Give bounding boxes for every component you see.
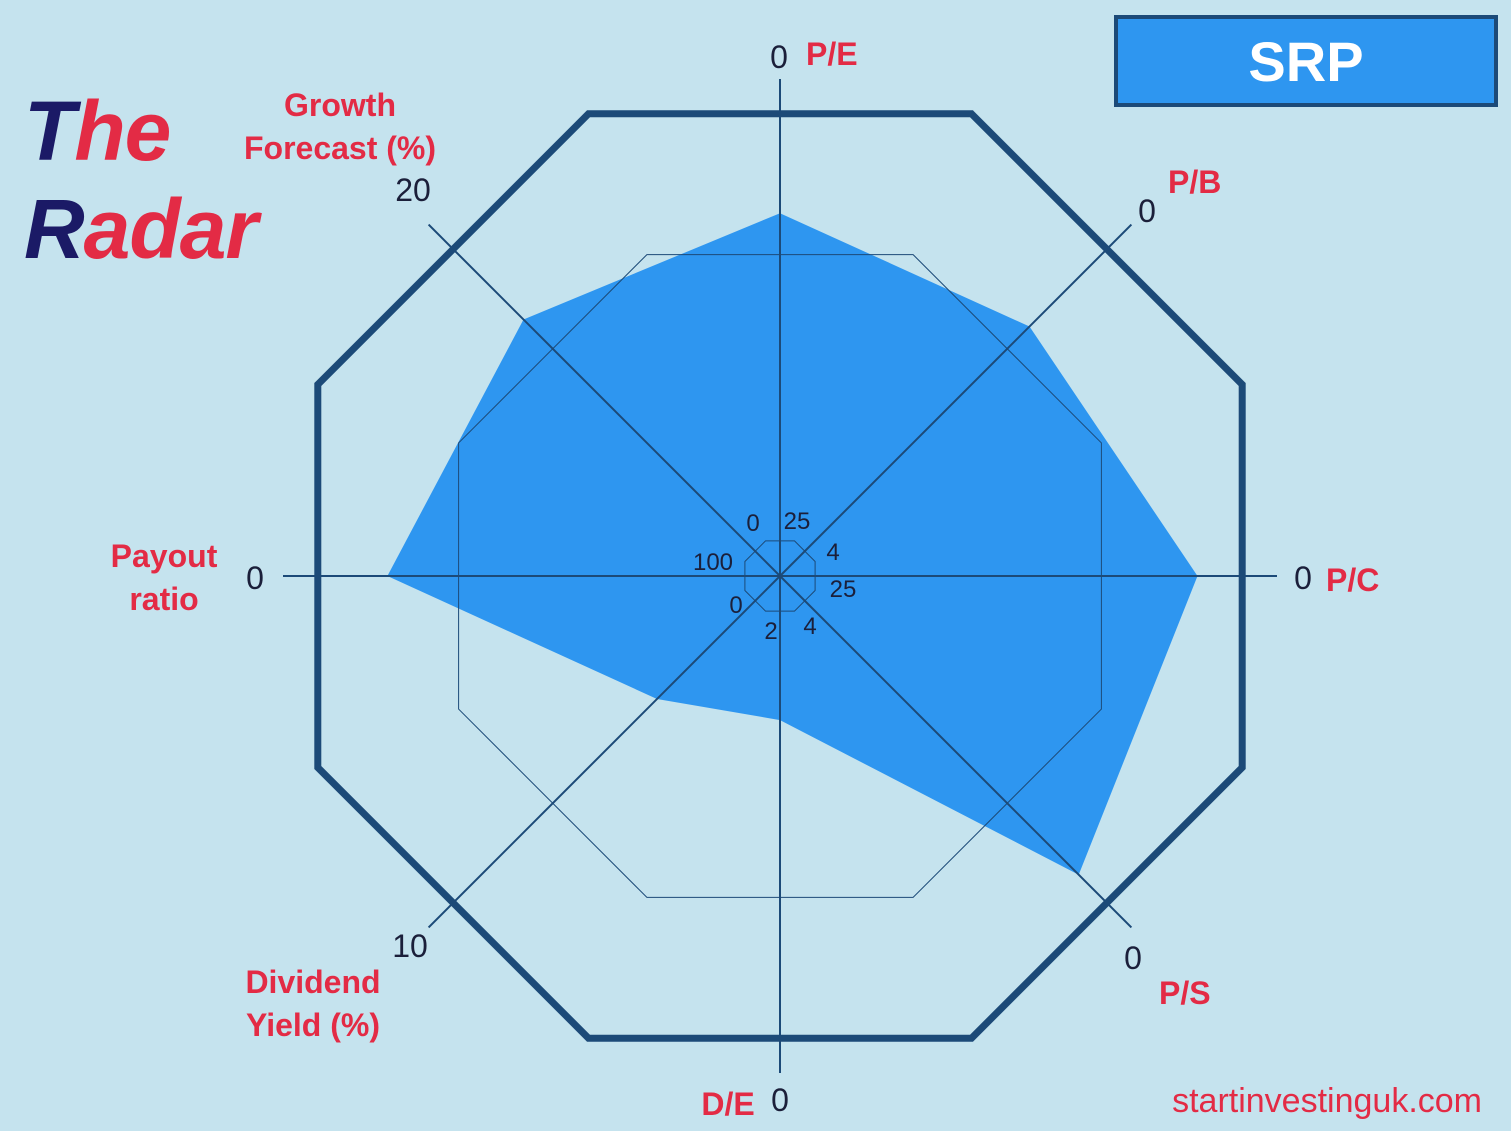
data-polygon (387, 213, 1198, 875)
tick-inner-pe: 25 (784, 508, 811, 535)
axis-spoke-4 (779, 575, 1133, 929)
axis-label-pc: P/C (1326, 562, 1379, 598)
tick-outer-dividend-yield: 10 (392, 928, 428, 964)
inner-ring (744, 540, 816, 612)
axis-label-de: D/E (701, 1086, 754, 1122)
axis-label-ps: P/S (1159, 975, 1211, 1011)
axis-label-pb: P/B (1168, 164, 1221, 200)
axis-spoke-6 (427, 575, 781, 929)
tick-inner-de: 2 (764, 618, 777, 645)
tick-outer-pb: 0 (1138, 193, 1156, 229)
tick-outer-payout-ratio: 0 (246, 560, 264, 596)
tick-outer-pc: 0 (1294, 560, 1312, 596)
axis-spoke-2 (779, 223, 1133, 577)
tick-inner-ps: 4 (803, 613, 816, 640)
brand-logo: The Radar (24, 84, 258, 276)
tick-inner-growth-forecast: 0 (746, 510, 759, 537)
tick-outer-ps: 0 (1124, 940, 1142, 976)
ticker-badge: SRP (1114, 15, 1498, 107)
tick-outer-growth-forecast: 20 (395, 172, 431, 208)
tick-inner-dividend-yield: 0 (729, 592, 742, 619)
axis-label-payout-ratio: Payout ratio (111, 538, 218, 617)
axis-label-dividend-yield: Dividend Yield (%) (245, 964, 380, 1043)
tick-outer-de: 0 (771, 1082, 789, 1118)
tick-inner-pc: 25 (830, 576, 857, 603)
tick-outer-pe: 0 (770, 39, 788, 75)
tick-inner-payout-ratio: 100 (693, 549, 733, 576)
tick-inner-pb: 4 (826, 539, 839, 566)
axis-spoke-8 (427, 223, 781, 577)
axis-label-pe: P/E (806, 36, 858, 72)
reference-ring (458, 254, 1102, 898)
outer-frame (314, 110, 1246, 1042)
axis-label-growth-forecast: Growth Forecast (%) (244, 87, 436, 166)
footer-url: startinvestinguk.com (1172, 1082, 1482, 1120)
